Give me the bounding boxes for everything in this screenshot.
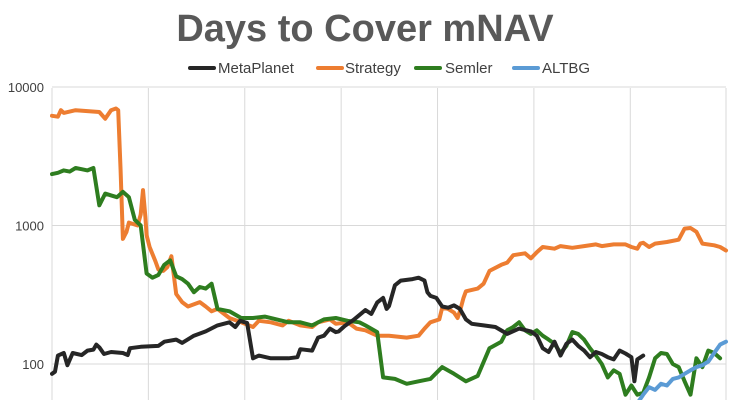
legend-item-altbg: ALTBG: [512, 60, 590, 77]
legend: MetaPlanet Strategy Semler ALTBG: [188, 60, 590, 77]
y-axis-tick-labels: 10000 1000 100: [8, 80, 44, 372]
y-tick-label: 10000: [8, 80, 44, 95]
legend-label-semler: Semler: [445, 60, 493, 77]
y-tick-label: 1000: [15, 219, 44, 234]
plot-area: [50, 106, 728, 400]
series-line-strategy: [50, 106, 728, 340]
vertical-gridlines: [51, 88, 727, 400]
legend-item-semler: Semler: [414, 60, 493, 77]
chart-title: Days to Cover mNAV: [176, 8, 554, 50]
series-line-semler: [50, 166, 723, 397]
series-line-metaplanet: [50, 275, 646, 384]
series-line-altbg: [637, 339, 728, 400]
legend-label-metaplanet: MetaPlanet: [218, 60, 295, 77]
legend-item-metaplanet: MetaPlanet: [188, 60, 295, 77]
legend-item-strategy: Strategy: [316, 60, 401, 77]
legend-label-strategy: Strategy: [345, 60, 401, 77]
legend-label-altbg: ALTBG: [542, 60, 590, 77]
y-tick-label: 100: [22, 357, 44, 372]
series-group: [50, 106, 728, 400]
horizontal-gridlines: [52, 86, 726, 365]
